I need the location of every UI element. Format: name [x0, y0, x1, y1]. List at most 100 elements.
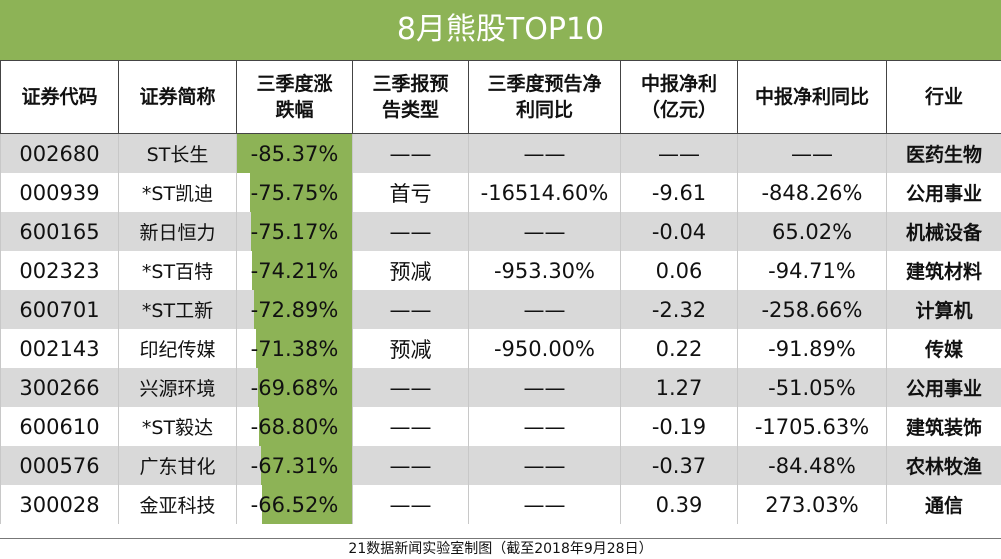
cell-change: -71.38% — [237, 329, 353, 368]
cell-change: -75.17% — [237, 212, 353, 251]
cell-h1-profit: 0.39 — [621, 485, 738, 524]
header-h1-profit: 中报净利 （亿元） — [621, 61, 738, 134]
cell-forecast-type: —— — [353, 485, 469, 524]
header-h1-yoy: 中报净利同比 — [738, 61, 887, 134]
bear-stocks-table: 证券代码证券简称三季度涨跌幅三季报预告类型三季度预告净利同比中报净利（亿元）中报… — [0, 60, 1001, 524]
cell-name: *ST百特 — [119, 251, 237, 290]
table-row: 000939*ST凯迪-75.75%首亏-16514.60%-9.61-848.… — [1, 173, 1001, 212]
cell-forecast-type: —— — [353, 368, 469, 407]
table-row: 600610*ST毅达-68.80%————-0.19-1705.63%建筑装饰 — [1, 407, 1001, 446]
cell-name: *ST凯迪 — [119, 173, 237, 212]
header-line: （亿元） — [641, 99, 717, 121]
table-row: 600701*ST工新-72.89%————-2.32-258.66%计算机 — [1, 290, 1001, 329]
cell-change: -69.68% — [237, 368, 353, 407]
cell-industry: 计算机 — [887, 290, 1001, 329]
cell-h1-profit: 1.27 — [621, 368, 738, 407]
cell-code: 600701 — [1, 290, 119, 329]
header-name: 证券简称 — [119, 61, 237, 134]
cell-h1-yoy: -1705.63% — [738, 407, 887, 446]
cell-code: 300266 — [1, 368, 119, 407]
cell-forecast-type: —— — [353, 290, 469, 329]
cell-change: -67.31% — [237, 446, 353, 485]
cell-name: 兴源环境 — [119, 368, 237, 407]
change-value: -71.38% — [251, 337, 339, 361]
header-line: 告类型 — [382, 99, 439, 121]
header-row: 证券代码证券简称三季度涨跌幅三季报预告类型三季度预告净利同比中报净利（亿元）中报… — [1, 61, 1001, 134]
header-code: 证券代码 — [1, 61, 119, 134]
cell-forecast-yoy: —— — [469, 134, 621, 174]
cell-h1-profit: 0.22 — [621, 329, 738, 368]
cell-change: -68.80% — [237, 407, 353, 446]
header-line: 三季度预告净 — [487, 73, 601, 95]
header-line: 三季报预 — [372, 73, 448, 95]
cell-industry: 公用事业 — [887, 173, 1001, 212]
cell-code: 002680 — [1, 134, 119, 174]
cell-forecast-type: —— — [353, 407, 469, 446]
cell-forecast-yoy: -16514.60% — [469, 173, 621, 212]
cell-h1-yoy: -94.71% — [738, 251, 887, 290]
cell-industry: 建筑装饰 — [887, 407, 1001, 446]
cell-forecast-type: —— — [353, 446, 469, 485]
cell-code: 002143 — [1, 329, 119, 368]
cell-name: 金亚科技 — [119, 485, 237, 524]
cell-industry: 农林牧渔 — [887, 446, 1001, 485]
cell-h1-yoy: —— — [738, 134, 887, 174]
cell-forecast-yoy: —— — [469, 290, 621, 329]
cell-code: 000576 — [1, 446, 119, 485]
header-line: 行业 — [925, 86, 963, 108]
header-line: 跌幅 — [275, 99, 313, 121]
source-note: 21数据新闻实验室制图（截至2018年9月28日） — [0, 538, 1001, 559]
header-line: 利同比 — [516, 99, 573, 121]
header-line: 证券简称 — [139, 86, 215, 108]
header-line: 中报净利同比 — [755, 86, 869, 108]
cell-forecast-type: —— — [353, 134, 469, 174]
cell-code: 000939 — [1, 173, 119, 212]
cell-forecast-type: 首亏 — [353, 173, 469, 212]
cell-name: ST长生 — [119, 134, 237, 174]
cell-h1-profit: —— — [621, 134, 738, 174]
change-value: -75.17% — [251, 220, 339, 244]
cell-forecast-yoy: —— — [469, 485, 621, 524]
cell-h1-profit: -9.61 — [621, 173, 738, 212]
cell-forecast-yoy: —— — [469, 446, 621, 485]
change-value: -69.68% — [251, 376, 339, 400]
cell-forecast-type: —— — [353, 212, 469, 251]
cell-h1-yoy: 273.03% — [738, 485, 887, 524]
cell-name: *ST工新 — [119, 290, 237, 329]
cell-name: *ST毅达 — [119, 407, 237, 446]
cell-change: -66.52% — [237, 485, 353, 524]
cell-forecast-yoy: —— — [469, 212, 621, 251]
cell-forecast-type: 预减 — [353, 329, 469, 368]
header-industry: 行业 — [887, 61, 1001, 134]
cell-industry: 公用事业 — [887, 368, 1001, 407]
header-line: 三季度涨 — [256, 73, 332, 95]
cell-h1-yoy: 65.02% — [738, 212, 887, 251]
cell-h1-profit: -0.19 — [621, 407, 738, 446]
cell-h1-yoy: -91.89% — [738, 329, 887, 368]
change-value: -85.37% — [251, 142, 339, 166]
cell-code: 600610 — [1, 407, 119, 446]
change-value: -68.80% — [251, 415, 339, 439]
cell-h1-profit: -2.32 — [621, 290, 738, 329]
cell-h1-profit: -0.04 — [621, 212, 738, 251]
change-value: -75.75% — [251, 181, 339, 205]
cell-name: 印纪传媒 — [119, 329, 237, 368]
change-value: -72.89% — [251, 298, 339, 322]
header-forecast-type: 三季报预告类型 — [353, 61, 469, 134]
cell-h1-yoy: -51.05% — [738, 368, 887, 407]
cell-industry: 建筑材料 — [887, 251, 1001, 290]
cell-change: -72.89% — [237, 290, 353, 329]
header-line: 证券代码 — [21, 86, 97, 108]
change-value: -74.21% — [251, 259, 339, 283]
cell-name: 广东甘化 — [119, 446, 237, 485]
cell-name: 新日恒力 — [119, 212, 237, 251]
cell-change: -74.21% — [237, 251, 353, 290]
table-row: 002323*ST百特-74.21%预减-953.30%0.06-94.71%建… — [1, 251, 1001, 290]
cell-change: -85.37% — [237, 134, 353, 174]
cell-code: 600165 — [1, 212, 119, 251]
header-line: 中报净利 — [641, 73, 717, 95]
cell-industry: 通信 — [887, 485, 1001, 524]
